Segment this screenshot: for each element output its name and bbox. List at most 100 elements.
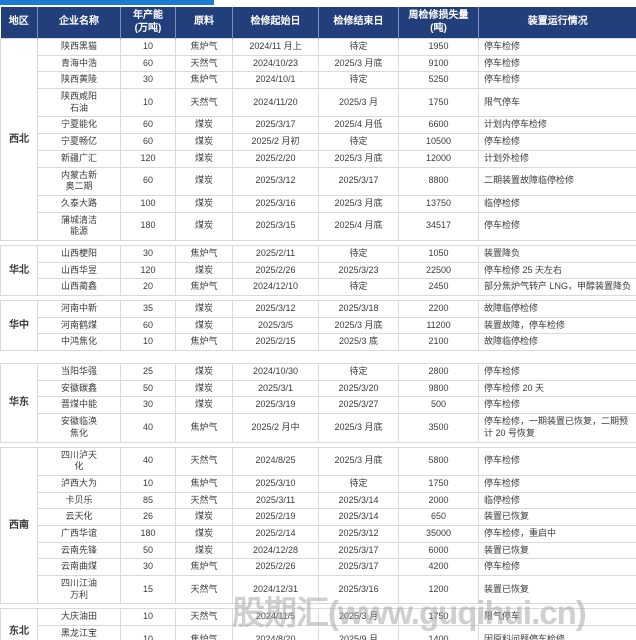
column-header-feedstock: 原料	[175, 7, 233, 39]
cell-feedstock: 焦炉气	[175, 333, 233, 352]
cell-weekly-loss: 2450	[398, 278, 479, 296]
cell-capacity: 40	[120, 413, 176, 443]
cell-status: 停车检修	[478, 133, 636, 151]
cell-end-date: 待定	[318, 363, 399, 381]
cell-feedstock: 焦炉气	[175, 474, 233, 493]
cell-end-date: 2025/3 月底	[318, 54, 399, 73]
cell-feedstock: 煤炭	[175, 194, 233, 213]
cell-end-date: 2025/3 月	[318, 608, 399, 627]
table-row: 云南先锋 50 煤炭 2024/12/28 2025/3/17 6000 装置已恢复	[1, 541, 636, 560]
cell-enterprise-name: 内蒙古新 奥二期	[37, 166, 121, 196]
table-row: 陕西咸阳 石油 10 天然气 2024/11/20 2025/3 月 1750 限气停车	[1, 88, 636, 118]
cell-start-date: 2025/2/19	[232, 508, 319, 526]
cell-status: 装置降负	[478, 244, 636, 263]
table-row: 泸西大为 10 焦炉气 2025/3/10 待定 1750 停车检修	[1, 474, 636, 493]
cell-start-date: 2025/2 月中	[232, 413, 319, 443]
cell-capacity: 40	[120, 446, 176, 476]
column-header-region: 地区	[0, 7, 38, 39]
cell-enterprise-name: 云南先锋	[37, 541, 121, 560]
cell-weekly-loss: 9100	[398, 54, 479, 73]
cell-feedstock: 煤炭	[175, 166, 233, 196]
table-row: 青海中浩 60 天然气 2024/10/23 2025/3 月底 9100 停车检修	[1, 54, 636, 73]
cell-start-date: 2024/8/25	[232, 446, 319, 476]
cell-feedstock: 天然气	[175, 574, 233, 605]
table-row: 久泰大路 100 煤炭 2025/3/16 2025/3 月底 13750 临停检修	[1, 194, 636, 213]
cell-start-date: 2024/8/20	[232, 625, 319, 640]
cell-end-date: 2025/3 月底	[318, 194, 399, 213]
cell-end-date: 2025/4 月低	[318, 116, 399, 135]
cell-start-date: 2025/3/16	[232, 194, 319, 213]
cell-capacity: 15	[120, 574, 176, 605]
cell-capacity: 25	[120, 363, 176, 381]
cell-enterprise-name: 陕西咸阳 石油	[37, 88, 121, 118]
region-group: 西北 陕西黑猫 10 焦炉气 2024/11 月上 待定 1950 停车检修 青海中浩 60 天然气…	[0, 38, 636, 241]
cell-feedstock: 煤炭	[175, 316, 233, 335]
table-row: 中鸿焦化 10 焦炉气 2025/2/15 2025/3 底 2100 故障临停检修	[1, 333, 636, 352]
cell-status: 停车检修	[478, 38, 636, 56]
cell-enterprise-name: 陕西黄陵	[37, 71, 121, 90]
maintenance-table: 地区 企业名称 年产能 (万吨) 原料 检修起始日 检修结束日 周检修损失量 (…	[0, 7, 636, 640]
cell-status: 因原料问题停车检修	[478, 625, 636, 640]
cell-start-date: 2025/2/14	[232, 524, 319, 543]
cell-weekly-loss: 5250	[398, 71, 479, 90]
cell-weekly-loss: 2000	[398, 491, 479, 510]
cell-feedstock: 煤炭	[175, 524, 233, 543]
cell-status: 停车检修 25 天左右	[478, 261, 636, 280]
cell-status: 临停检修	[478, 194, 636, 213]
cell-enterprise-name: 安徽碳鑫	[37, 379, 121, 398]
cell-capacity: 26	[120, 508, 176, 526]
cell-capacity: 30	[120, 71, 176, 90]
cell-capacity: 60	[120, 133, 176, 151]
cell-enterprise-name: 四川泸天 化	[37, 446, 121, 476]
cell-weekly-loss: 9800	[398, 379, 479, 398]
cell-capacity: 10	[120, 88, 176, 118]
cell-start-date: 2024/11 月上	[232, 38, 319, 56]
cell-weekly-loss: 1950	[398, 38, 479, 56]
cell-status: 停车检修	[478, 396, 636, 415]
cell-end-date: 2025/3 月底	[318, 413, 399, 443]
cell-status: 停车检修	[478, 446, 636, 476]
cell-capacity: 30	[120, 558, 176, 576]
cell-enterprise-name: 河南中新	[37, 300, 121, 318]
cell-start-date: 2025/3/1	[232, 379, 319, 398]
table-header: 地区 企业名称 年产能 (万吨) 原料 检修起始日 检修结束日 周检修损失量 (…	[0, 7, 636, 39]
cell-status: 装置已恢复	[478, 541, 636, 560]
cell-weekly-loss: 35000	[398, 524, 479, 543]
cell-capacity: 60	[120, 54, 176, 73]
cell-enterprise-name: 新疆广汇	[37, 149, 121, 168]
table-row: 宁夏能化 60 煤炭 2025/3/17 2025/4 月低 6600 计划内停车检修	[1, 116, 636, 135]
region-group: 华北 山西梗阳 30 焦炉气 2025/2/11 待定 1050 装置降负 山西华昱 120 煤炭 2…	[0, 244, 636, 297]
region-cell: 西南	[0, 446, 38, 605]
cell-feedstock: 天然气	[175, 491, 233, 510]
cell-weekly-loss: 8800	[398, 166, 479, 196]
cell-capacity: 10	[120, 625, 176, 640]
cell-end-date: 2025/3/14	[318, 508, 399, 526]
cell-enterprise-name: 蒲城清洁 能源	[37, 211, 121, 241]
cell-end-date: 2025/3 底	[318, 333, 399, 352]
table-row: 西北 陕西黑猫 10 焦炉气 2024/11 月上 待定 1950 停车检修	[0, 38, 636, 241]
cell-status: 停车检修	[478, 71, 636, 90]
cell-capacity: 60	[120, 166, 176, 196]
cell-start-date: 2024/11/20	[232, 88, 319, 118]
cell-status: 限气停车	[478, 88, 636, 118]
cell-weekly-loss: 1750	[398, 608, 479, 627]
cell-end-date: 2025/3/14	[318, 491, 399, 510]
cell-start-date: 2024/10/23	[232, 54, 319, 73]
table-row: 河南鹤煤 60 煤炭 2025/3/5 2025/3 月底 11200 装置故障，停车检修	[1, 316, 636, 335]
cell-start-date: 2025/3/5	[232, 316, 319, 335]
cell-feedstock: 煤炭	[175, 133, 233, 151]
cell-weekly-loss: 500	[398, 396, 479, 415]
table-row: 安徽碳鑫 50 煤炭 2025/3/1 2025/3/20 9800 停车检修 20 天	[1, 379, 636, 398]
cell-enterprise-name: 山西蔺鑫	[37, 278, 121, 296]
cell-end-date: 2025/3 月	[318, 88, 399, 118]
cell-enterprise-name: 宁夏能化	[37, 116, 121, 135]
cell-end-date: 待定	[318, 278, 399, 296]
cell-end-date: 2025/3 月底	[318, 446, 399, 476]
table-row: 东北 大庆油田 10 天然气 2024/11/5 2025/3 月 1750 限气停车	[0, 608, 636, 640]
cell-enterprise-name: 泸西大为	[37, 474, 121, 493]
cell-feedstock: 焦炉气	[175, 278, 233, 296]
cell-end-date: 2025/3/18	[318, 300, 399, 318]
cell-capacity: 120	[120, 261, 176, 280]
